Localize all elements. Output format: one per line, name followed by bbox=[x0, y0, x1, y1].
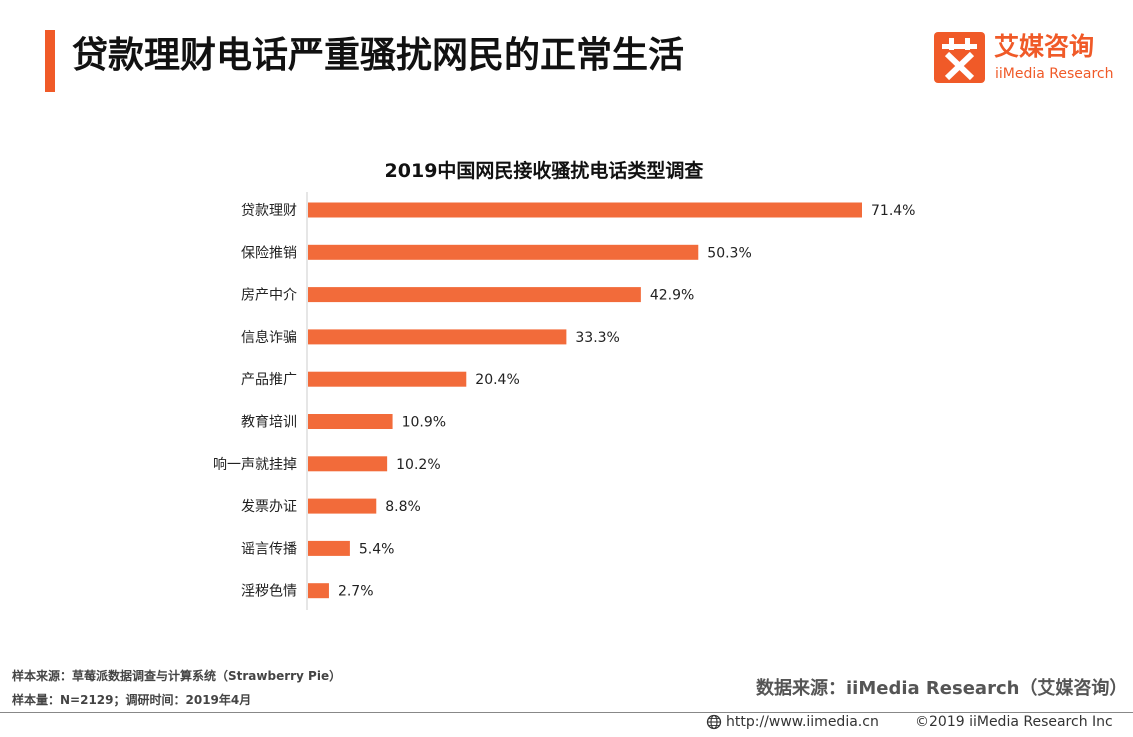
footer-url-text[interactable]: http://www.iimedia.cn bbox=[726, 714, 879, 730]
category-label: 贷款理财 bbox=[241, 203, 297, 219]
category-label: 谣言传播 bbox=[241, 541, 297, 557]
data-label: 50.3% bbox=[707, 245, 751, 261]
bar bbox=[308, 329, 567, 345]
bar bbox=[308, 244, 699, 260]
data-label: 8.8% bbox=[385, 499, 421, 515]
bar bbox=[308, 371, 467, 387]
bar bbox=[308, 583, 329, 599]
data-label: 20.4% bbox=[475, 372, 519, 388]
data-label: 2.7% bbox=[338, 584, 374, 600]
sample-size-note: 样本量：N=2129；调研时间：2019年4月 bbox=[12, 693, 252, 707]
bar bbox=[308, 540, 350, 556]
title-accent-bar bbox=[45, 30, 55, 92]
data-label: 71.4% bbox=[871, 203, 915, 219]
data-label: 33.3% bbox=[575, 330, 619, 346]
logo-english-name: iiMedia Research bbox=[995, 66, 1114, 82]
footer-divider bbox=[0, 712, 1133, 713]
bar-series: 贷款理财 71.4% 保险推销 50.3% 房产中介 42.9% 信息诈骗 33.3% 产品推广… bbox=[213, 202, 915, 600]
footer-url-link[interactable]: http://www.iimedia.cn bbox=[706, 714, 879, 730]
bar bbox=[308, 498, 377, 514]
category-label: 教育培训 bbox=[241, 415, 297, 431]
category-label: 房产中介 bbox=[241, 288, 297, 304]
data-label: 5.4% bbox=[359, 541, 395, 557]
data-label: 10.9% bbox=[402, 415, 446, 431]
bar bbox=[308, 456, 388, 472]
category-label: 发票办证 bbox=[241, 499, 297, 515]
page-title: 贷款理财电话严重骚扰网民的正常生活 bbox=[72, 35, 685, 76]
brand-logo: 艾媒咨询 iiMedia Research bbox=[934, 32, 1124, 88]
globe-icon bbox=[706, 714, 722, 730]
footer-copyright: ©2019 iiMedia Research Inc bbox=[915, 714, 1113, 730]
category-label: 淫秽色情 bbox=[241, 583, 297, 600]
bar bbox=[308, 202, 862, 218]
bar bbox=[308, 414, 393, 429]
sample-source-note: 样本来源：草莓派数据调查与计算系统（Strawberry Pie） bbox=[12, 669, 342, 683]
data-label: 10.2% bbox=[396, 457, 440, 473]
data-label: 42.9% bbox=[650, 288, 694, 304]
ai-character-logo-icon bbox=[934, 32, 985, 83]
category-label: 产品推广 bbox=[241, 372, 297, 388]
bar bbox=[308, 287, 641, 303]
category-label: 信息诈骗 bbox=[241, 329, 297, 346]
bar-chart: 2019中国网民接收骚扰电话类型调查 贷款理财 71.4% 保险推销 50.3% 房产中… bbox=[213, 159, 915, 610]
data-source-note: 数据来源：iiMedia Research（艾媒咨询） bbox=[756, 678, 1128, 699]
logo-chinese-name: 艾媒咨询 bbox=[994, 32, 1095, 61]
category-label: 保险推销 bbox=[241, 245, 297, 261]
chart-title: 2019中国网民接收骚扰电话类型调查 bbox=[385, 159, 705, 182]
category-label: 响一声就挂掉 bbox=[213, 457, 297, 473]
